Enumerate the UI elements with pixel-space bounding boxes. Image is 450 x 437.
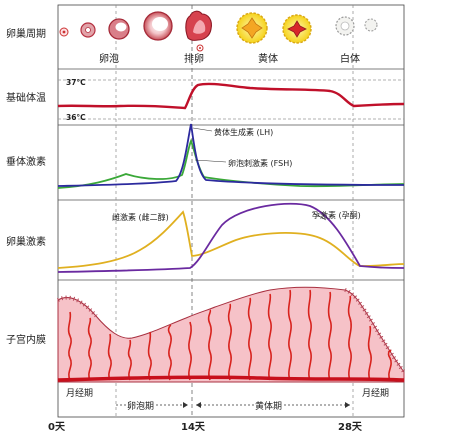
day-14-label: 14天 [181,421,206,433]
lh-label: 黄体生成素 (LH) [214,127,273,137]
row-label-ovarian-cycle: 卵巢周期 [6,27,46,40]
arrowhead-right [345,402,350,408]
estrogen-label: 雌激素 (雌二醇) [112,212,169,222]
temp-37-label: 37°C [66,78,86,87]
row-label-pituitary: 垂体激素 [6,155,46,168]
follicle-stage-4-icon [143,11,173,41]
progesterone-pointer [311,211,327,221]
follicle-stage-3-icon [108,18,130,40]
diagram-frame [57,4,405,418]
fsh-curve [57,138,405,189]
phase-follicular: 卵泡期 [127,400,154,412]
day-0-label: 0天 [48,421,66,433]
label-ovulation: 排卵 [184,52,204,65]
basal-layer-vessel [57,375,405,382]
progesterone-curve [57,202,405,273]
follicle-stage-1-icon [59,27,69,37]
temp-36-label: 36°C [66,113,86,122]
arrowhead-left [196,402,201,408]
label-corpus-albicans: 白体 [340,52,360,65]
row-label-endometrium: 子宫内膜 [6,333,46,346]
fsh-label: 卵泡刺激素 (FSH) [228,158,292,168]
follicle-stage-2-icon [80,22,96,38]
ovulation-rupture-icon [185,10,212,52]
phase-luteal: 黄体期 [255,400,282,412]
fsh-pointer [194,159,227,163]
label-corpus-luteum: 黄体 [258,52,278,65]
row-label-basal-temp: 基础体温 [6,91,46,104]
shedding-tissue [56,295,98,318]
corpus-luteum-early-icon [236,12,268,44]
lh-pointer [192,127,213,132]
progesterone-label: 孕激素 (孕酮) [312,210,361,220]
spiral-arteries [67,289,392,381]
basal-temperature-curve [57,82,405,110]
phase-menses-end: 月经期 [362,387,389,399]
corpus-albicans-1-icon [335,16,355,36]
arrowhead-right [183,402,188,408]
phase-menses-start: 月经期 [66,387,93,399]
day-28-label: 28天 [338,421,363,433]
row-label-ovarian-hormone: 卵巢激素 [6,235,46,248]
endometrium-illustration [56,286,406,383]
ovarian-cycle-illustrations [59,10,378,52]
estrogen-curve [57,210,405,269]
lh-curve [57,123,405,187]
label-follicle: 卵泡 [99,52,119,65]
corpus-albicans-2-icon [364,18,378,32]
corpus-luteum-late-icon [282,14,312,44]
